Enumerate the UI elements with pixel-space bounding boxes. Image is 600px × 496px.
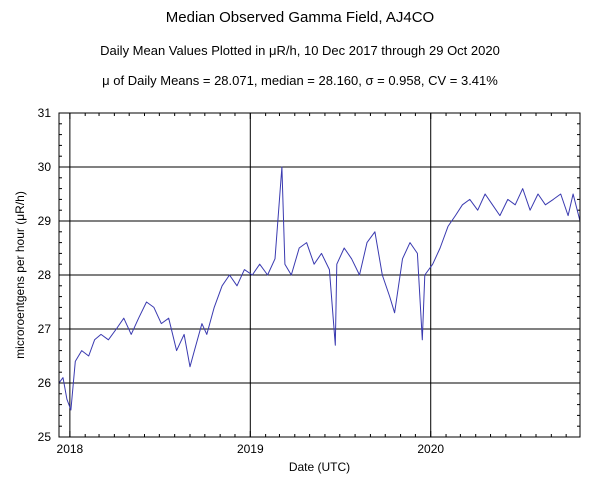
x-tick-label: 2018 [57,442,84,456]
y-tick-label: 26 [38,376,52,390]
series-group [58,166,581,411]
y-tick-label: 28 [38,268,52,282]
y-axis-label: microroentgens per hour (μR/h) [13,191,27,359]
y-tick-label: 29 [38,214,52,228]
y-tick-label: 31 [38,106,52,120]
x-tick-label: 2019 [237,442,264,456]
y-tick-label: 27 [38,322,52,336]
axis-ticks: 25 26 27 28 29 30 31 2018 2019 2020 [38,106,580,456]
plot-frame [58,112,581,438]
x-tick-label: 2020 [417,442,444,456]
y-tick-label: 25 [38,430,52,444]
x-axis-label: Date (UTC) [289,460,350,474]
grid-lines [59,113,580,437]
chart-stats-line: μ of Daily Means = 28.071, median = 28.1… [102,73,498,88]
series-line [58,166,581,411]
y-tick-label: 30 [38,160,52,174]
chart-title: Median Observed Gamma Field, AJ4CO [165,9,435,26]
chart-subtitle: Daily Mean Values Plotted in μR/h, 10 De… [100,43,500,58]
